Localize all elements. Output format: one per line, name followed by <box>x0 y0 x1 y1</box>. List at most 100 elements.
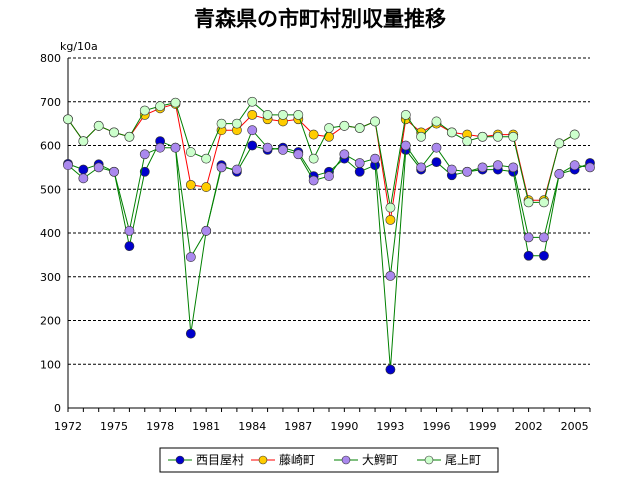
data-point <box>416 131 427 142</box>
data-point <box>216 162 227 173</box>
data-point <box>278 144 288 155</box>
data-point <box>354 158 365 168</box>
x-tick-label: 1990 <box>330 420 358 433</box>
series-group <box>63 96 595 375</box>
data-point <box>554 138 565 149</box>
data-point <box>139 166 150 177</box>
data-point <box>539 197 549 208</box>
data-point <box>569 160 580 171</box>
data-point <box>400 140 411 151</box>
data-point <box>308 153 319 164</box>
data-point <box>354 166 365 177</box>
data-point <box>109 166 119 177</box>
data-point <box>354 123 365 133</box>
series-line <box>67 101 575 208</box>
legend-label: 大鰐町 <box>362 453 398 467</box>
series-4 <box>63 96 580 213</box>
data-point <box>93 162 104 173</box>
data-point <box>262 109 273 120</box>
data-point <box>539 232 549 243</box>
data-point <box>477 131 488 142</box>
data-point <box>293 109 304 120</box>
data-point <box>431 142 442 153</box>
series-3 <box>63 125 595 281</box>
data-point <box>124 225 135 236</box>
data-point <box>308 129 319 140</box>
data-point <box>124 131 135 142</box>
data-point <box>155 101 166 112</box>
legend-marker <box>341 455 351 465</box>
x-tick-label: 2005 <box>561 420 589 433</box>
y-tick-label: 200 <box>40 315 61 328</box>
data-point <box>201 225 212 236</box>
data-point <box>385 202 396 213</box>
legend-label: 尾上町 <box>445 453 481 467</box>
y-tick-labels: 0 100 200 300 400 500 600 700 800 <box>40 52 61 415</box>
data-point <box>63 160 73 171</box>
y-tick-label: 800 <box>40 52 61 65</box>
series-line <box>67 103 575 220</box>
data-point <box>247 96 258 107</box>
x-tick-label: 1999 <box>469 420 497 433</box>
data-point <box>523 250 534 261</box>
data-point <box>523 197 534 208</box>
data-point <box>78 164 89 175</box>
data-point <box>231 164 242 175</box>
y-axis-unit-label: kg/10a <box>60 40 98 53</box>
data-point <box>385 214 396 225</box>
data-point <box>339 120 350 131</box>
data-point <box>431 157 442 168</box>
data-point <box>109 127 119 138</box>
data-point <box>539 250 549 261</box>
legend: 西目屋村 藤崎町 大鰐町 尾上町 <box>159 447 499 473</box>
data-point <box>63 114 73 125</box>
data-point <box>569 129 580 140</box>
data-point <box>446 127 457 138</box>
legend-marker <box>258 455 268 465</box>
data-point <box>400 109 411 120</box>
data-point <box>78 173 89 184</box>
x-tick-label: 1978 <box>146 420 174 433</box>
data-point <box>185 328 196 339</box>
x-tick-label: 1972 <box>54 420 82 433</box>
legend-marker <box>424 455 434 465</box>
data-point <box>201 182 212 192</box>
data-point <box>201 153 212 164</box>
data-point <box>170 142 181 153</box>
gridlines <box>68 57 590 365</box>
chart-title: 青森県の市町村別収量推移 <box>194 7 446 31</box>
legend-marker <box>175 455 185 465</box>
data-point <box>170 97 181 108</box>
y-tick-label: 500 <box>40 183 61 196</box>
data-point <box>262 142 273 153</box>
data-point <box>508 162 519 173</box>
data-point <box>124 241 135 252</box>
data-point <box>462 166 473 177</box>
y-tick-label: 700 <box>40 96 61 109</box>
data-point <box>216 118 227 129</box>
data-point <box>231 118 242 129</box>
data-point <box>139 149 150 160</box>
x-tick-labels: 1972 1975 1978 1981 1984 1987 1990 1993 1996 1999… <box>54 420 589 433</box>
y-tick-label: 300 <box>40 271 61 284</box>
x-tick-label: 1993 <box>376 420 404 433</box>
legend-item: 大鰐町 <box>334 453 398 467</box>
data-point <box>416 162 427 173</box>
y-tick-label: 600 <box>40 140 61 153</box>
data-point <box>339 149 350 160</box>
x-tick-label: 1996 <box>422 420 450 433</box>
data-point <box>370 153 380 164</box>
data-point <box>370 116 380 127</box>
data-point <box>508 131 519 142</box>
axes <box>67 58 591 412</box>
y-tick-label: 0 <box>54 402 61 415</box>
data-point <box>278 109 288 120</box>
legend-item: 藤崎町 <box>251 453 315 467</box>
legend-label: 藤崎町 <box>279 453 315 467</box>
data-point <box>185 252 196 262</box>
x-tick-label: 2002 <box>515 420 543 433</box>
data-point <box>247 109 258 120</box>
data-point <box>523 232 534 243</box>
x-tick-label: 1981 <box>192 420 220 433</box>
